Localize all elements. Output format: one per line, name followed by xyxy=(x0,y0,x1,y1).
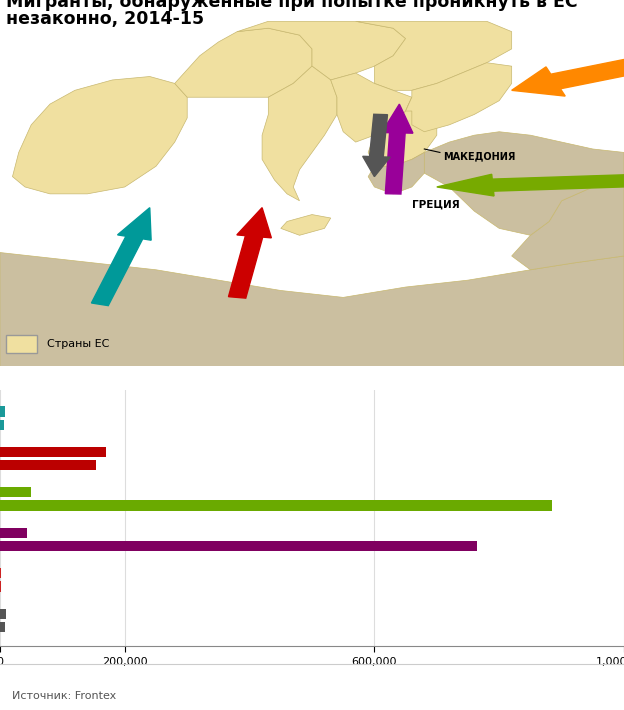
Polygon shape xyxy=(331,73,412,142)
Polygon shape xyxy=(12,77,187,194)
Bar xyxy=(0,528,27,538)
Polygon shape xyxy=(281,214,331,235)
Bar xyxy=(0,568,1,579)
Bar xyxy=(0,460,96,470)
Polygon shape xyxy=(262,66,337,201)
FancyArrow shape xyxy=(382,104,413,194)
Text: МАКЕДОНИЯ: МАКЕДОНИЯ xyxy=(443,151,515,161)
Bar xyxy=(6,335,37,353)
FancyArrow shape xyxy=(512,55,624,96)
Text: незаконно, 2014-15: незаконно, 2014-15 xyxy=(6,10,205,28)
Polygon shape xyxy=(412,132,624,235)
Polygon shape xyxy=(356,21,512,90)
Polygon shape xyxy=(0,253,624,366)
Bar xyxy=(0,406,5,417)
FancyArrow shape xyxy=(363,114,390,177)
FancyArrow shape xyxy=(228,207,271,298)
Text: Мигранты, обнаруженные при попытке проникнуть в ЕС: Мигранты, обнаруженные при попытке прони… xyxy=(6,0,578,11)
Polygon shape xyxy=(406,62,512,132)
Bar xyxy=(0,581,1,591)
Text: Источник: Frontex: Источник: Frontex xyxy=(12,692,117,701)
FancyArrow shape xyxy=(437,174,624,196)
Polygon shape xyxy=(368,153,424,194)
Polygon shape xyxy=(237,21,406,80)
Polygon shape xyxy=(512,177,624,270)
FancyArrow shape xyxy=(92,207,151,305)
Bar xyxy=(0,541,477,551)
Bar xyxy=(0,622,5,632)
Polygon shape xyxy=(175,28,312,97)
Text: ГРЕЦИЯ: ГРЕЦИЯ xyxy=(412,200,460,209)
Text: Страны ЕС: Страны ЕС xyxy=(47,339,109,349)
Bar xyxy=(0,608,6,619)
Text: BBC: BBC xyxy=(533,684,572,699)
Bar xyxy=(0,420,4,430)
Polygon shape xyxy=(368,97,437,166)
Bar xyxy=(0,501,552,510)
Bar xyxy=(0,447,106,457)
Bar xyxy=(0,487,31,498)
